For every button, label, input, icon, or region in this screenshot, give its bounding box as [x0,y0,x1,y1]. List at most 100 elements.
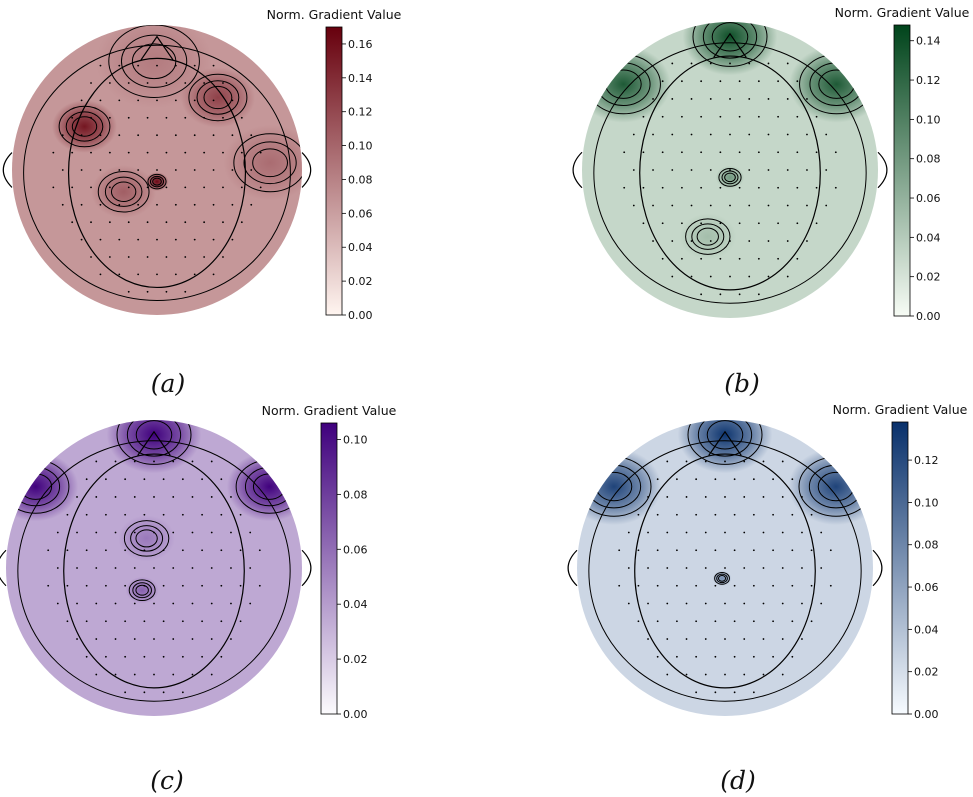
contour-line [691,223,725,250]
electrode-dot [642,186,645,189]
electrode-dot [729,98,731,100]
electrode-dot [220,513,223,516]
electrode-dot [637,549,640,552]
electrode-dot [143,584,146,587]
electrode-dot [118,134,121,137]
electrode-dots [52,64,262,293]
electrode-dot [700,80,703,83]
contour-line [126,420,182,457]
electrode-dot [172,673,175,676]
electrode-dots [618,460,832,694]
colorbar-tick-label: 0.02 [348,275,373,288]
electrode-dot [690,133,693,136]
electrode-dot [99,99,102,102]
electrode-dot [714,655,717,658]
activation-spot [577,448,662,526]
electrode-dot [220,549,223,552]
electrode-dot [222,186,224,189]
electrode-dot [137,273,140,276]
electrode-dot [137,64,140,67]
electrode-dot [752,478,755,481]
electrode-dot [671,169,674,171]
electrode-dot [825,169,828,171]
electrode-dot [61,203,64,206]
electrode-dot [618,584,621,587]
electrode-dot [52,186,55,189]
electrode-dot [137,238,140,241]
electrode-dot [781,496,784,498]
electrode-dot [172,602,175,605]
electrode-dot [767,204,770,207]
colorbar-tick-label: 0.04 [916,231,941,244]
electrode-dot [127,82,130,84]
electrode-dot [810,513,813,516]
electrode-dot [647,567,649,569]
electrode-dot [181,478,184,481]
electrode-dot [162,549,165,552]
electrode-dot [801,602,803,605]
activation-spot [715,165,745,189]
colorbar-tick-label: 0.14 [916,35,941,48]
electrode-dot [700,257,703,260]
electrode-dot [99,273,102,276]
electrode-dot [240,221,243,224]
electrode-dot [748,240,751,242]
electrode-dot [714,513,717,516]
electrode-dot [156,134,158,137]
electrode-dot [108,82,111,84]
electrode-dot [80,134,83,137]
electrode-dot [695,620,698,623]
contour-line [593,42,867,304]
electrode-dot [212,134,215,137]
contour-line [135,529,158,548]
electrode-dot [201,584,204,587]
colorbar-tick-label: 0.04 [343,598,368,611]
electrode-dot [772,584,774,587]
electrode-dot [174,203,177,206]
electrode-dot [222,151,224,154]
electrode-dot [184,221,187,224]
electrode-dot [184,290,187,293]
electrode-dot [124,691,127,694]
electrode-dot [834,151,837,154]
electrode-dot [108,221,111,224]
electrode-dot [239,584,242,587]
electrode-dot [230,496,232,498]
electrode-dot [153,531,155,534]
electrode-dot [656,513,659,516]
electrode-dot [191,496,194,498]
electrode-dot [791,655,794,658]
electrode-dot [153,602,155,605]
electrode-dot [724,638,726,640]
electrode-dot [820,602,823,605]
electrode-dot [681,115,683,118]
electrode-dot [772,513,774,516]
contour-line [588,440,862,702]
electrode-dot [90,256,92,258]
contour-line [203,85,233,110]
electrode-dot [685,531,688,534]
topomap-panel-a: Norm. Gradient Value 0.00 0.02 0.04 0.06 0.08… [2,7,402,398]
electrode-dot [719,222,722,225]
electrode-dot [704,567,707,569]
electrode-dot [85,513,88,516]
electrode-dot [733,513,736,516]
electrode-dot [239,549,242,552]
electrode-dot [743,638,746,640]
electrode-dot [146,116,149,119]
electrode-dot [90,221,92,224]
electrode-dot [201,478,204,481]
electrode-dot [105,549,107,552]
electrode-dot [834,186,837,189]
activation-spot [223,125,302,201]
electrode-dot [105,584,107,587]
electrode-dot [184,186,187,189]
electrode-dot [676,655,678,658]
contour-line [149,175,165,188]
electrode-dot [95,567,98,569]
electrode-dot [743,673,746,676]
electrode-dot [133,496,136,498]
contour-line [697,420,753,457]
electrode-dot [618,549,621,552]
